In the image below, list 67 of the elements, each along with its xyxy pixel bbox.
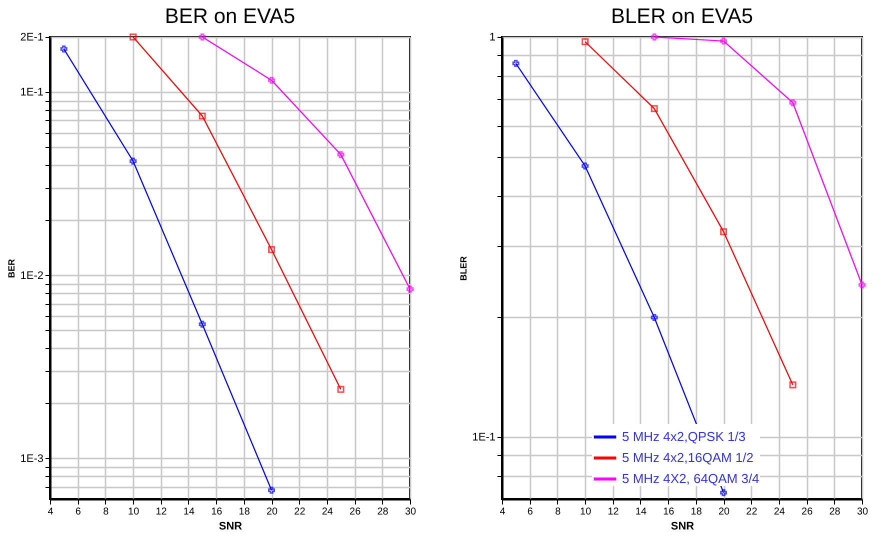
x-tick-label: 30 <box>856 506 868 518</box>
point <box>130 158 137 165</box>
x-tick-label: 4 <box>500 506 506 518</box>
x-tick-label: 30 <box>404 506 416 518</box>
x-tick-label: 8 <box>555 506 562 518</box>
point <box>582 162 589 170</box>
point <box>858 281 866 288</box>
point <box>268 76 276 84</box>
point <box>198 320 206 328</box>
x-tick-label: 22 <box>746 506 758 518</box>
x-tick-label: 18 <box>690 506 702 518</box>
x-tick-label: 14 <box>635 506 647 518</box>
x-tick-label: 8 <box>103 506 110 518</box>
legend-label: 5 MHz 4x2,16QAM 1/2 <box>622 450 754 465</box>
legend-label: 5 MHz 4X2, 64QAM 3/4 <box>622 471 760 486</box>
y-tick-label: 1 <box>489 32 496 44</box>
point <box>789 99 796 106</box>
y-tick-label: 1E-1 <box>472 432 496 444</box>
x-tick-label: 12 <box>608 506 620 518</box>
x-tick-label: 16 <box>211 506 223 518</box>
x-tick-label: 14 <box>183 506 195 518</box>
point <box>650 105 658 112</box>
point <box>650 314 658 321</box>
point <box>268 246 276 254</box>
y-tick-label: 1E-3 <box>20 452 44 465</box>
y-tick-label: 2E-1 <box>20 32 44 44</box>
point <box>720 228 728 236</box>
point <box>720 38 728 45</box>
x-tick-label: 6 <box>75 506 82 518</box>
point <box>60 46 68 52</box>
x-tick-label: 18 <box>238 506 250 518</box>
point <box>198 34 206 40</box>
legend-label: 5 MHz 4x2,QPSK 1/3 <box>622 429 746 444</box>
x-tick-label: 22 <box>294 506 306 518</box>
point <box>130 34 137 40</box>
point <box>789 381 796 388</box>
y-axis-title: BLER <box>458 256 468 281</box>
x-tick-label: 12 <box>156 506 168 518</box>
x-tick-label: 28 <box>829 506 841 518</box>
point <box>268 486 276 494</box>
y-tick-label: 1E-1 <box>20 86 44 99</box>
x-tick-label: 6 <box>527 506 534 518</box>
x-tick-label: 10 <box>128 506 140 518</box>
x-tick-label: 24 <box>774 506 786 518</box>
x-tick-label: 4 <box>48 506 54 518</box>
x-tick-label: 24 <box>322 506 334 518</box>
x-tick-label: 20 <box>266 506 278 518</box>
x-axis-title: SNR <box>218 520 242 532</box>
point <box>406 286 414 293</box>
x-tick-label: 20 <box>718 506 730 518</box>
point <box>582 38 589 46</box>
point <box>198 112 206 120</box>
chart-title: BER on EVA5 <box>164 5 296 28</box>
chart-title: BLER on EVA5 <box>610 5 754 28</box>
x-tick-label: 10 <box>580 506 592 518</box>
x-tick-label: 16 <box>663 506 675 518</box>
point <box>337 151 344 158</box>
x-tick-label: 28 <box>377 506 389 518</box>
x-axis-title: SNR <box>670 520 694 532</box>
x-tick-label: 26 <box>802 506 814 518</box>
y-axis-title: BER <box>6 258 16 278</box>
x-tick-label: 26 <box>350 506 362 518</box>
y-tick-label: 1E-2 <box>20 270 44 282</box>
point <box>337 386 344 393</box>
point <box>650 34 658 40</box>
point <box>720 489 728 496</box>
point <box>512 60 520 67</box>
